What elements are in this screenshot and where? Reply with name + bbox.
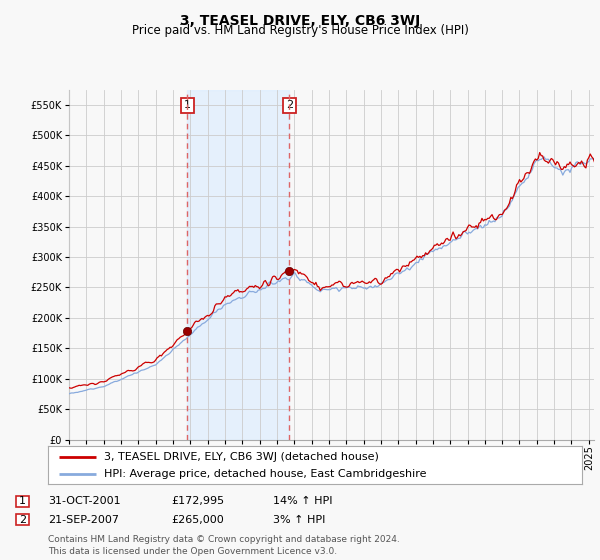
- Text: 3, TEASEL DRIVE, ELY, CB6 3WJ: 3, TEASEL DRIVE, ELY, CB6 3WJ: [180, 14, 420, 28]
- Text: £172,995: £172,995: [171, 496, 224, 506]
- Text: 3, TEASEL DRIVE, ELY, CB6 3WJ (detached house): 3, TEASEL DRIVE, ELY, CB6 3WJ (detached …: [104, 451, 379, 461]
- Text: 1: 1: [19, 496, 26, 506]
- Text: 3% ↑ HPI: 3% ↑ HPI: [273, 515, 325, 525]
- Text: £265,000: £265,000: [171, 515, 224, 525]
- Text: Price paid vs. HM Land Registry's House Price Index (HPI): Price paid vs. HM Land Registry's House …: [131, 24, 469, 37]
- Bar: [187, 90, 289, 440]
- Text: HPI: Average price, detached house, East Cambridgeshire: HPI: Average price, detached house, East…: [104, 469, 427, 479]
- Text: 2: 2: [19, 515, 26, 525]
- Text: Contains HM Land Registry data © Crown copyright and database right 2024.
This d: Contains HM Land Registry data © Crown c…: [48, 535, 400, 556]
- Text: 31-OCT-2001: 31-OCT-2001: [48, 496, 121, 506]
- Text: 2: 2: [286, 100, 293, 110]
- Text: 14% ↑ HPI: 14% ↑ HPI: [273, 496, 332, 506]
- Text: 1: 1: [184, 100, 191, 110]
- Text: 21-SEP-2007: 21-SEP-2007: [48, 515, 119, 525]
